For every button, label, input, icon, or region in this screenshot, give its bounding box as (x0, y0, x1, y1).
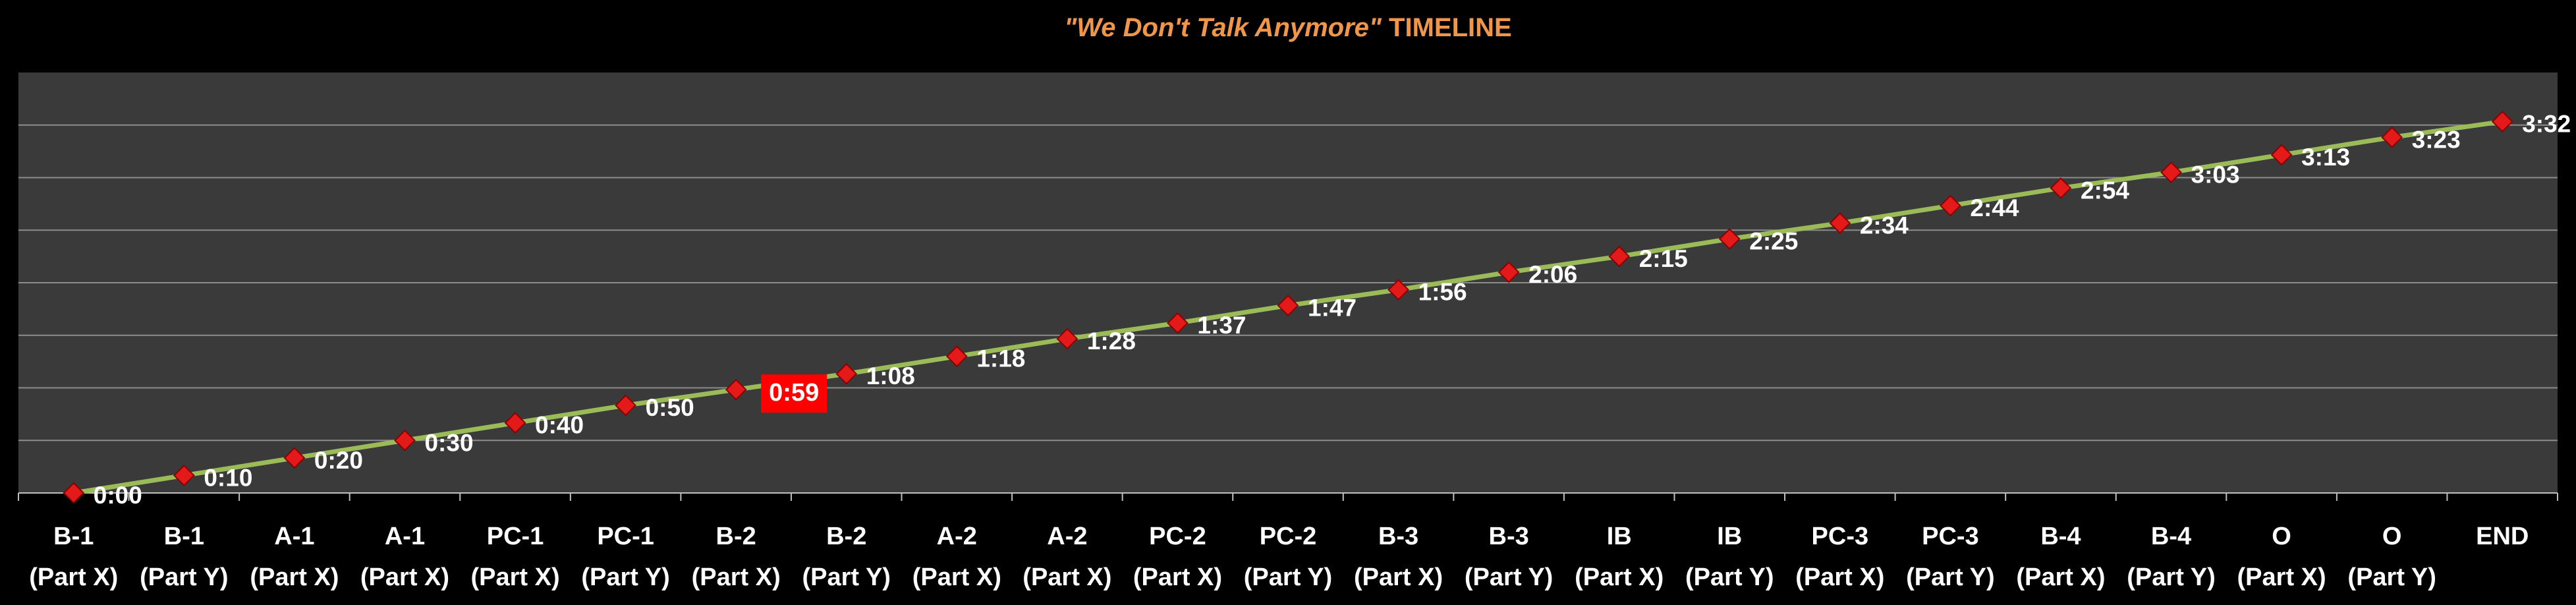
x-tick-sublabel: (Part Y) (581, 563, 669, 591)
data-point-marker (835, 362, 858, 385)
x-tick-sublabel: (Part X) (250, 563, 339, 591)
x-tick-label: A-2 (937, 523, 977, 550)
data-point-marker (63, 482, 85, 504)
data-label: 0:50 (646, 394, 694, 421)
x-tick-sublabel: (Part Y) (1906, 563, 1994, 591)
data-label-highlight: 0:59 (769, 379, 819, 407)
data-label: 3:03 (2191, 161, 2240, 188)
data-label: 1:18 (976, 345, 1025, 372)
data-point-marker (2050, 177, 2072, 199)
data-label: 1:08 (866, 362, 915, 389)
data-point-marker (504, 412, 526, 434)
x-tick-label: B-4 (2151, 523, 2191, 550)
data-point-marker (615, 394, 637, 417)
data-point-marker (1056, 328, 1078, 350)
x-tick-sublabel: (Part X) (1575, 563, 1664, 591)
x-tick-sublabel: (Part Y) (2347, 563, 2436, 591)
x-tick-label: PC-2 (1149, 523, 1206, 550)
data-point-marker (1387, 279, 1409, 301)
data-point-marker (1608, 245, 1631, 268)
data-point-marker (283, 447, 306, 469)
x-tick-label: B-3 (1489, 523, 1529, 550)
chart-title: "We Don't Talk Anymore" TIMELINE (0, 13, 2576, 43)
data-label: 3:13 (2301, 144, 2350, 171)
x-tick-label: A-1 (274, 523, 314, 550)
data-label: 1:28 (1087, 328, 1136, 355)
data-point-marker (1277, 295, 1299, 316)
x-tick-label: B-1 (164, 523, 204, 550)
data-label: 0:40 (535, 412, 584, 439)
data-point-marker (2270, 144, 2293, 166)
x-tick-label: PC-2 (1260, 523, 1317, 550)
x-tick-label: B-4 (2040, 523, 2081, 550)
x-tick-sublabel: (Part X) (1022, 563, 1111, 591)
x-tick-sublabel: (Part X) (2237, 563, 2326, 591)
data-label: 1:56 (1418, 279, 1467, 306)
x-tick-sublabel: (Part Y) (2127, 563, 2215, 591)
data-label: 2:25 (1749, 228, 1798, 255)
x-tick-sublabel: (Part X) (29, 563, 118, 591)
highlight-label-box (761, 374, 827, 413)
data-label: 0:20 (314, 447, 363, 474)
x-tick-label: IB (1607, 523, 1632, 550)
x-tick-label: PC-3 (1812, 523, 1869, 550)
x-tick-sublabel: (Part X) (1133, 563, 1222, 591)
data-label: 1:37 (1197, 312, 1246, 339)
x-tick-sublabel: (Part X) (1354, 563, 1443, 591)
x-tick-sublabel: (Part Y) (1465, 563, 1553, 591)
x-tick-label: B-1 (53, 523, 94, 550)
chart-title-suffix: TIMELINE (1381, 13, 1512, 42)
data-point-marker (173, 465, 195, 486)
data-label: 2:44 (1970, 194, 2019, 221)
data-label: 2:34 (1860, 212, 1909, 239)
x-tick-sublabel: (Part X) (692, 563, 781, 591)
data-point-marker (1167, 312, 1189, 334)
data-label: 2:06 (1528, 261, 1577, 288)
data-point-marker (725, 378, 747, 401)
data-point-marker (394, 429, 416, 451)
x-tick-sublabel: (Part X) (360, 563, 449, 591)
data-label: 0:30 (424, 429, 473, 456)
x-tick-sublabel: (Part Y) (1244, 563, 1332, 591)
x-tick-sublabel: (Part X) (912, 563, 1001, 591)
data-point-marker (1829, 212, 1851, 235)
x-tick-label: O (2382, 523, 2402, 550)
data-point-marker (1498, 261, 1520, 283)
data-label: 1:47 (1308, 295, 1357, 322)
data-label: 3:23 (2412, 126, 2461, 153)
x-tick-label: O (2272, 523, 2291, 550)
data-label: 0:00 (94, 482, 142, 509)
data-point-marker (1718, 228, 1741, 250)
x-tick-label: PC-3 (1922, 523, 1979, 550)
x-tick-sublabel: (Part Y) (1685, 563, 1774, 591)
x-tick-label: B-2 (826, 523, 866, 550)
data-point-marker (2491, 111, 2513, 132)
x-tick-label: END (2476, 523, 2529, 550)
x-tick-label: IB (1717, 523, 1742, 550)
x-tick-label: PC-1 (597, 523, 654, 550)
chart-title-song: "We Don't Talk Anymore" (1064, 13, 1382, 42)
x-tick-label: A-1 (385, 523, 425, 550)
data-label: 0:10 (204, 464, 252, 491)
x-tick-sublabel: (Part X) (2016, 563, 2105, 591)
data-label: 2:15 (1639, 245, 1688, 272)
x-tick-sublabel: (Part X) (1795, 563, 1884, 591)
x-tick-label: PC-1 (487, 523, 544, 550)
x-tick-sublabel: (Part Y) (140, 563, 228, 591)
x-tick-label: B-2 (716, 523, 756, 550)
data-label: 3:32 (2522, 110, 2571, 137)
data-point-marker (2381, 126, 2403, 148)
x-tick-label: A-2 (1047, 523, 1087, 550)
data-point-marker (945, 345, 968, 368)
x-tick-sublabel: (Part X) (470, 563, 559, 591)
x-tick-label: B-3 (1378, 523, 1418, 550)
data-point-marker (2160, 161, 2182, 183)
data-label: 2:54 (2081, 177, 2129, 204)
data-point-marker (1939, 194, 1961, 217)
x-tick-sublabel: (Part Y) (802, 563, 891, 591)
